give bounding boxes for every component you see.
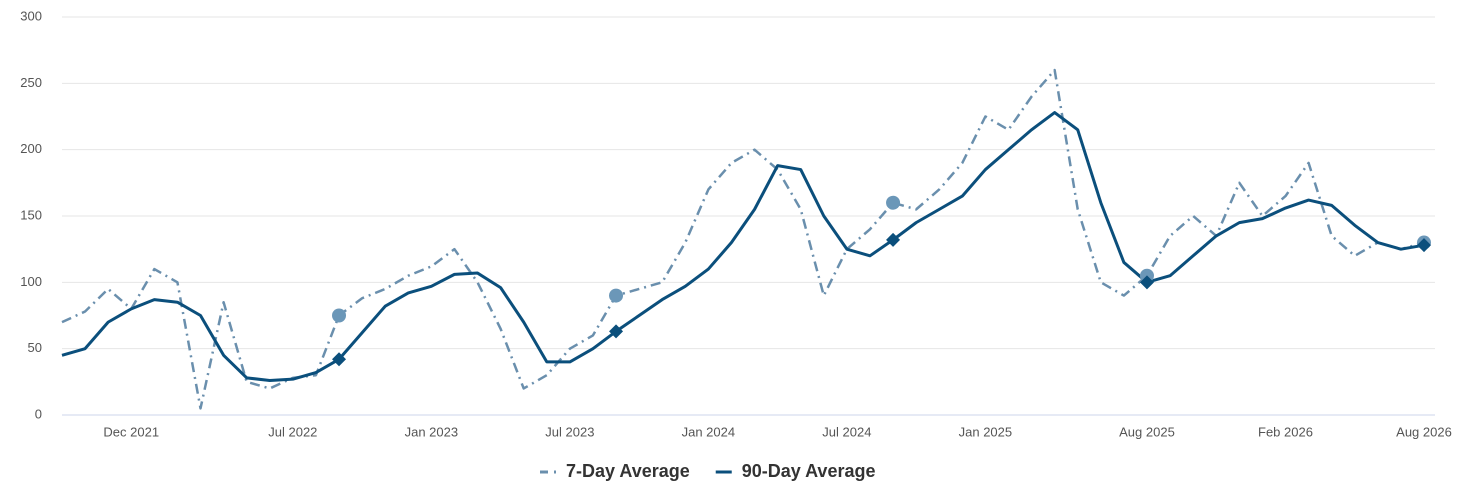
marker (609, 324, 624, 339)
y-tick-label: 200 (20, 141, 42, 156)
x-tick-label: Jan 2025 (959, 424, 1013, 439)
legend-label: 90-Day Average (742, 461, 876, 481)
x-tick-label: Feb 2026 (1258, 424, 1313, 439)
x-tick-label: Jan 2024 (682, 424, 736, 439)
marker (332, 308, 347, 323)
x-tick-label: Jul 2023 (545, 424, 594, 439)
x-tick-label: Jul 2024 (822, 424, 871, 439)
marker (609, 288, 624, 303)
y-tick-label: 300 (20, 8, 42, 23)
y-tick-label: 0 (35, 406, 42, 421)
series-line (61, 68, 1425, 410)
y-tick-label: 250 (20, 75, 42, 90)
y-tick-label: 150 (20, 207, 42, 222)
marker (886, 195, 901, 210)
marker (1417, 238, 1431, 253)
x-tick-label: Aug 2025 (1119, 424, 1175, 439)
legend-label: 7-Day Average (566, 461, 690, 481)
marker (332, 352, 347, 367)
x-tick-label: Aug 2026 (1396, 424, 1452, 439)
x-tick-label: Jul 2022 (268, 424, 317, 439)
x-tick-label: Dec 2021 (103, 424, 159, 439)
y-tick-label: 50 (28, 340, 42, 355)
y-tick-label: 100 (20, 274, 42, 289)
marker (886, 232, 901, 247)
series-line (61, 111, 1425, 383)
x-tick-label: Jan 2023 (405, 424, 459, 439)
marker (1139, 275, 1154, 290)
